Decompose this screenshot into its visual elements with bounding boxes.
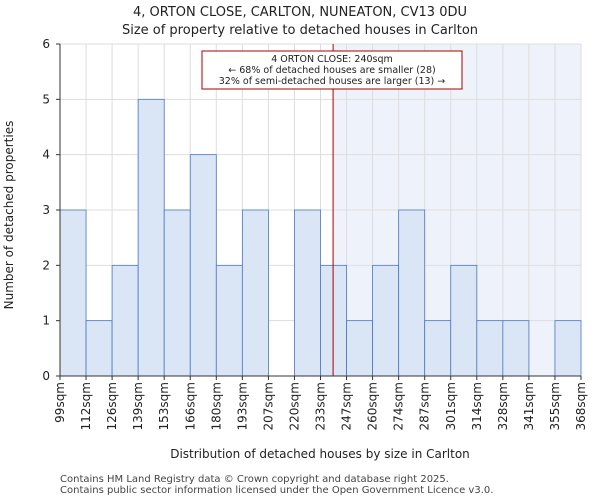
x-axis-ticks: 99sqm 112sqm 126sqm 139sqm 153sqm 166sqm 180sq… bbox=[53, 376, 588, 430]
annotation-box: 4 ORTON CLOSE: 240sqm ← 68% of detached … bbox=[201, 50, 463, 90]
bar bbox=[215, 264, 243, 377]
bar bbox=[111, 264, 139, 377]
x-tick-label: 99sqm bbox=[53, 382, 67, 423]
y-tick-label: 3 bbox=[42, 203, 50, 217]
x-axis-label: Distribution of detached houses by size … bbox=[170, 447, 470, 461]
y-tick-label: 6 bbox=[42, 37, 50, 51]
bar bbox=[85, 320, 113, 377]
footer-line-1: Contains HM Land Registry data © Crown c… bbox=[60, 474, 449, 485]
bar bbox=[398, 209, 426, 377]
x-tick-label: 233sqm bbox=[314, 382, 328, 430]
annotation-frame bbox=[201, 50, 463, 90]
y-tick-label: 2 bbox=[42, 258, 50, 272]
footer-line-2: Contains public sector information licen… bbox=[60, 485, 494, 496]
bar bbox=[476, 320, 504, 377]
x-tick-label: 355sqm bbox=[548, 382, 562, 430]
bar bbox=[502, 320, 530, 377]
bar bbox=[372, 264, 400, 377]
bar bbox=[241, 209, 269, 377]
annotation-line-2: ← 68% of detached houses are smaller (28… bbox=[228, 65, 435, 76]
y-axis-ticks: 0 1 2 3 4 5 6 bbox=[42, 37, 60, 383]
bar bbox=[294, 209, 321, 377]
x-tick-label: 301sqm bbox=[444, 382, 458, 430]
x-tick-label: 260sqm bbox=[366, 382, 380, 430]
bar bbox=[554, 320, 582, 377]
x-tick-label: 247sqm bbox=[340, 382, 354, 430]
x-tick-label: 193sqm bbox=[235, 382, 249, 430]
x-tick-label: 112sqm bbox=[79, 382, 93, 430]
bar bbox=[346, 320, 373, 377]
x-tick-label: 287sqm bbox=[418, 382, 432, 430]
x-tick-label: 166sqm bbox=[183, 382, 197, 430]
x-tick-label: 180sqm bbox=[209, 382, 223, 430]
y-axis-label: Number of detached properties bbox=[2, 121, 16, 310]
x-tick-label: 207sqm bbox=[261, 382, 275, 430]
y-tick-label: 0 bbox=[42, 369, 50, 383]
bars-group bbox=[59, 98, 582, 377]
x-tick-label: 368sqm bbox=[574, 382, 588, 430]
chart-title: 4, ORTON CLOSE, CARLTON, NUNEATON, CV13 … bbox=[133, 5, 467, 20]
x-tick-label: 314sqm bbox=[470, 382, 484, 430]
annotation-line-3: 32% of semi-detached houses are larger (… bbox=[219, 76, 446, 87]
bar bbox=[59, 209, 87, 377]
bar bbox=[137, 98, 165, 377]
x-tick-label: 153sqm bbox=[157, 382, 171, 430]
x-tick-label: 139sqm bbox=[131, 382, 145, 430]
x-tick-label: 341sqm bbox=[522, 382, 536, 430]
x-tick-label: 328sqm bbox=[496, 382, 510, 430]
bar bbox=[424, 320, 452, 377]
x-tick-label: 220sqm bbox=[287, 382, 301, 430]
annotation-line-1: 4 ORTON CLOSE: 240sqm bbox=[271, 54, 393, 65]
bar bbox=[450, 264, 478, 377]
x-tick-label: 274sqm bbox=[392, 382, 406, 430]
bar bbox=[189, 154, 217, 377]
x-tick-label: 126sqm bbox=[105, 382, 119, 430]
histogram-chart: 4, ORTON CLOSE, CARLTON, NUNEATON, CV13 … bbox=[2, 5, 588, 461]
chart-subtitle: Size of property relative to detached ho… bbox=[122, 23, 478, 38]
bar bbox=[163, 209, 191, 377]
y-tick-label: 4 bbox=[42, 148, 50, 162]
y-tick-label: 1 bbox=[42, 314, 50, 328]
y-tick-label: 5 bbox=[42, 92, 50, 106]
